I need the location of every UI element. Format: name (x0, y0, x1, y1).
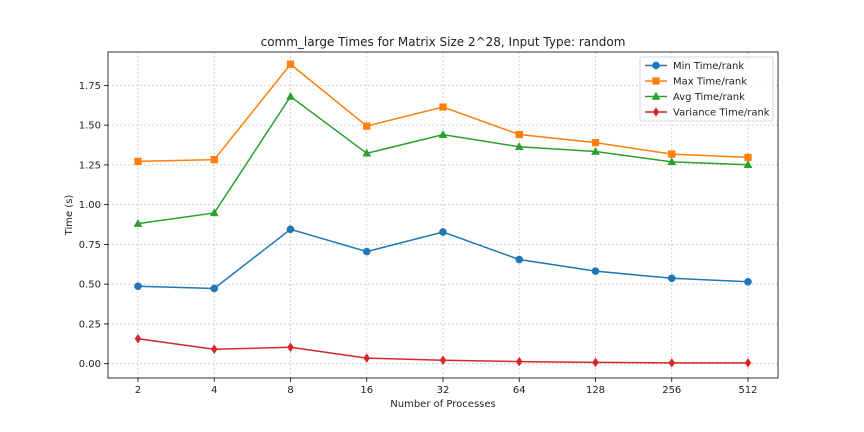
x-tick-label: 4 (211, 385, 217, 396)
data-point (591, 146, 600, 155)
data-point (286, 225, 295, 234)
data-point (668, 358, 676, 368)
data-point (515, 356, 523, 367)
x-axis-title: Number of Processes (390, 399, 495, 410)
data-point (591, 138, 600, 147)
data-point (363, 353, 371, 363)
legend: Min Time/rank Max Time/rank Avg Time/rank V… (639, 56, 774, 122)
legend-item: Min Time/rank (645, 61, 744, 72)
data-point (438, 129, 448, 138)
legend-box (639, 56, 774, 122)
data-point (210, 344, 218, 355)
x-tick-label: 512 (738, 385, 757, 396)
data-point (363, 122, 371, 130)
data-point (591, 267, 600, 275)
x-tick-label: 8 (287, 385, 293, 396)
series-avg-time-rank (133, 91, 753, 227)
data-point (210, 156, 218, 164)
legend-label: Min Time/rank (673, 61, 744, 72)
data-point (210, 284, 219, 293)
data-point (744, 358, 752, 368)
data-point (744, 153, 752, 162)
data-point (209, 208, 219, 217)
data-point (134, 282, 142, 291)
y-tick-label: 1.50 (79, 121, 101, 132)
data-point (133, 218, 143, 227)
data-point (439, 355, 447, 366)
data-point (743, 160, 753, 168)
data-point (667, 274, 676, 283)
x-tick-label: 256 (662, 385, 681, 396)
data-point (515, 130, 523, 139)
data-point (515, 255, 524, 264)
y-tick-label: 0.50 (79, 280, 101, 291)
data-point (362, 247, 371, 256)
y-tick-label: 1.00 (79, 200, 101, 211)
series-max-time-rank (134, 60, 752, 166)
data-point (286, 91, 295, 100)
y-tick-label: 1.75 (79, 81, 101, 92)
data-point (362, 148, 372, 157)
legend-marker (652, 107, 660, 117)
data-point (287, 342, 294, 353)
legend-marker (651, 91, 661, 100)
data-point (667, 157, 677, 166)
data-point (286, 60, 295, 68)
y-tick-label: 0.75 (79, 240, 101, 251)
y-tick-label: 0.25 (79, 319, 101, 330)
data-point (592, 357, 599, 368)
x-tick-label: 2 (135, 385, 141, 396)
data-point (439, 103, 447, 111)
data-point (134, 157, 142, 166)
x-tick-label: 128 (586, 385, 605, 396)
data-point (514, 142, 524, 151)
y-tick-label: 1.25 (79, 160, 101, 171)
data-point (668, 150, 676, 158)
legend-label: Variance Time/rank (673, 108, 770, 119)
x-tick-label: 16 (360, 385, 373, 396)
axis-ticks: 2 4 8 16 32 64 128 256 512 0.00 0.25 0.50 0.75 1.00 1.… (79, 81, 758, 396)
legend-item: Max Time/rank (645, 77, 747, 88)
legend-item: Avg Time/rank (645, 91, 745, 103)
series-layer (133, 60, 753, 368)
x-tick-label: 64 (513, 385, 526, 396)
x-tick-label: 32 (437, 385, 450, 396)
chart-title: comm_large Times for Matrix Size 2^28, I… (261, 35, 626, 49)
y-tick-label: 0.00 (79, 359, 101, 370)
legend-label: Avg Time/rank (673, 92, 745, 103)
legend-item: Variance Time/rank (645, 107, 770, 119)
legend-label: Max Time/rank (673, 77, 747, 88)
y-axis-title: Time (s) (64, 195, 75, 237)
series-variance-time-rank (134, 333, 752, 368)
data-point (134, 333, 142, 344)
data-point (439, 228, 447, 236)
data-point (744, 277, 752, 286)
legend-marker (652, 61, 660, 70)
series-min-time-rank (134, 225, 752, 293)
legend-marker (652, 77, 660, 85)
